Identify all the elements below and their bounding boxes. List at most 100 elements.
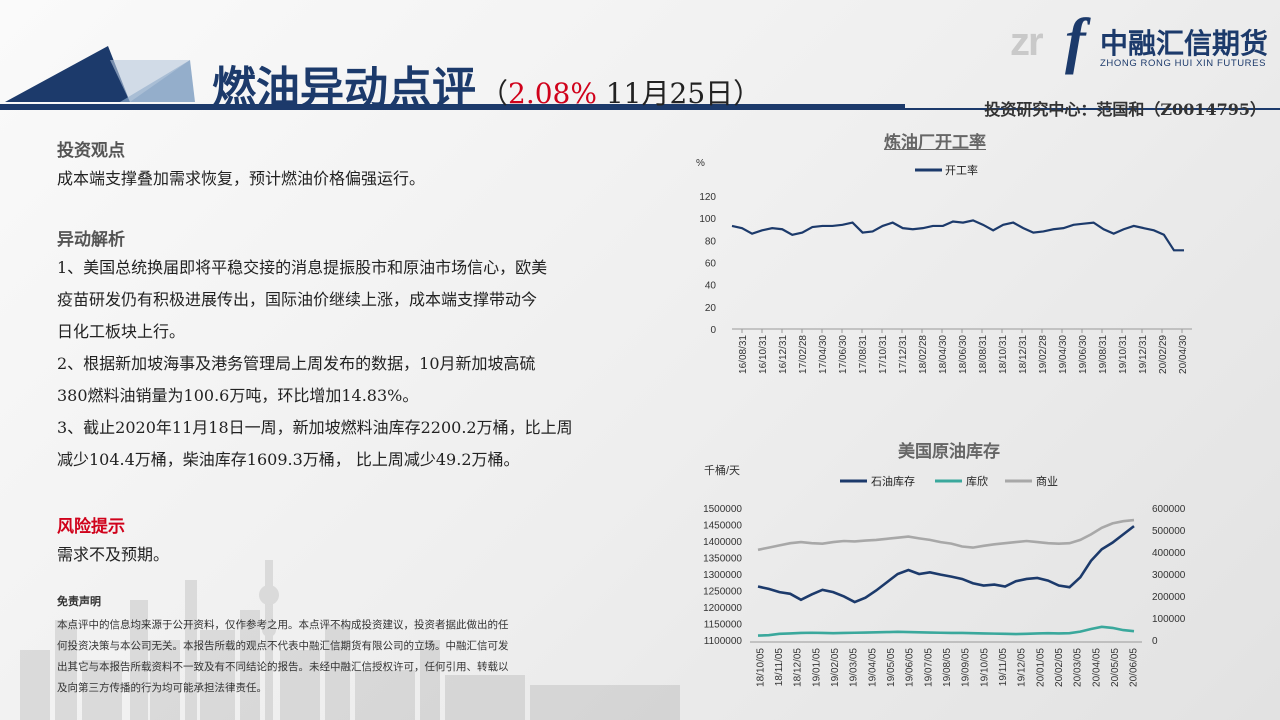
- x-tick-label: 18/02/28: [918, 335, 929, 374]
- x-tick-label: 17/12/31: [898, 335, 909, 374]
- x-tick-label: 20/02/29: [1158, 335, 1169, 374]
- analysis-line: 3、截止2020年11月18日一周，新加坡燃料油库存2200.2万桶，比上周: [57, 418, 573, 437]
- analysis-line: 日化工板块上行。: [57, 322, 186, 341]
- city-skyline-watermark: [20, 560, 680, 720]
- disclaimer-line: 何投资决策与本公司无关。本报告所载的观点不代表中融汇信期货有限公司的立场。中融汇…: [57, 640, 509, 652]
- subtitle-open-paren: （: [480, 77, 509, 110]
- y-tick-label-left: 1450000: [703, 521, 742, 532]
- disclaimer-line: 及向第三方传播的行为均可能承担法律责任。: [57, 682, 267, 694]
- y-tick-label-left: 1300000: [703, 570, 742, 581]
- y-axis-unit: 千桶/天: [704, 463, 740, 477]
- y-tick-label-left: 1400000: [703, 537, 742, 548]
- x-tick-label: 19/04/05: [867, 648, 878, 687]
- legend-label: 库欣: [966, 474, 988, 488]
- y-tick-label-left: 1150000: [704, 620, 743, 631]
- x-tick-label: 20/02/05: [1054, 648, 1065, 687]
- x-tick-label: 20/01/05: [1035, 648, 1046, 687]
- series-line: [757, 625, 1135, 637]
- disclaimer-body: 本点评中的信息均来源于公开资料，仅作参考之用。本点评不构成投资建议，投资者据此做…: [57, 615, 637, 699]
- x-tick-label: 19/12/05: [1017, 648, 1028, 687]
- y-tick-label-right: 600000: [1152, 504, 1186, 515]
- series-line-utilization: [731, 219, 1184, 252]
- header-triangle-decoration: [5, 46, 195, 102]
- subtitle-close-paren: ）: [733, 77, 762, 110]
- x-tick-label: 19/08/31: [1098, 335, 1109, 374]
- logo-mark-gray: zr: [1010, 20, 1044, 64]
- x-tick-label: 19/12/31: [1138, 335, 1149, 374]
- disclaimer-line: 出其它与本报告所载资料不一致及有不同结论的报告。未经中融汇信授权许可，任何引用、…: [57, 661, 509, 673]
- x-tick-label: 18/08/31: [978, 335, 989, 374]
- x-tick-label: 18/12/31: [1018, 335, 1029, 374]
- analysis-line: 380燃料油销量为100.6万吨，环比增加14.83%。: [57, 386, 419, 405]
- analysis-line: 2、根据新加坡海事及港务管理局上周发布的数据，10月新加坡高硫: [57, 354, 536, 373]
- x-tick-label: 20/04/30: [1178, 335, 1189, 374]
- x-tick-label: 17/02/28: [798, 335, 809, 374]
- logo-mark-f: f: [1065, 7, 1086, 75]
- y-tick-label-right: 300000: [1152, 570, 1186, 581]
- analysis-body: 1、美国总统换届即将平稳交接的消息提振股市和原油市场信心，欧美 疫苗研发仍有积极…: [57, 252, 647, 476]
- x-tick-label: 19/10/31: [1118, 335, 1129, 374]
- y-tick-label: 20: [705, 303, 717, 314]
- y-tick-label-left: 1200000: [703, 603, 742, 614]
- header-divider-bar: [0, 104, 905, 110]
- x-tick-label: 18/04/30: [938, 335, 949, 374]
- view-section-title: 投资观点: [57, 141, 125, 161]
- x-tick-label: 18/06/30: [958, 335, 969, 374]
- chart2-title: 美国原油库存: [898, 442, 1000, 462]
- y-tick-label-right: 100000: [1152, 614, 1186, 625]
- y-tick-label-right: 400000: [1152, 548, 1186, 559]
- x-tick-label: 19/10/05: [979, 648, 990, 687]
- page-title-suffix: （2.08% 11月25日）: [480, 77, 761, 110]
- y-tick-label-left: 1100000: [704, 636, 743, 647]
- legend-label: 石油库存: [871, 474, 915, 488]
- x-tick-label: 17/10/31: [878, 335, 889, 374]
- legend-label: 商业: [1036, 474, 1058, 488]
- x-tick-label: 19/06/05: [905, 648, 916, 687]
- legend-label: 开工率: [945, 163, 978, 177]
- risk-text: 需求不及预期。: [57, 545, 170, 564]
- x-tick-label: 19/11/05: [998, 648, 1009, 687]
- y-tick-label: 60: [705, 259, 717, 270]
- x-tick-label: 19/02/28: [1038, 335, 1049, 374]
- x-tick-label: 16/10/31: [758, 335, 769, 374]
- analysis-section-title: 异动解析: [57, 230, 125, 250]
- page-title: 燃油异动点评 （2.08% 11月25日）: [212, 52, 761, 116]
- x-tick-label: 20/03/05: [1073, 648, 1084, 687]
- page-title-text: 燃油异动点评: [212, 63, 476, 114]
- x-tick-label: 19/03/05: [849, 648, 860, 687]
- header-divider-thin: [905, 108, 1280, 110]
- y-tick-label: 100: [699, 214, 716, 225]
- analysis-line: 1、美国总统换届即将平稳交接的消息提振股市和原油市场信心，欧美: [57, 258, 548, 277]
- author-line: 投资研究中心：范国和（Z0014795）: [984, 100, 1266, 119]
- x-tick-label: 19/08/05: [942, 648, 953, 687]
- x-tick-label: 20/06/05: [1129, 648, 1140, 687]
- x-tick-label: 18/11/05: [774, 648, 785, 687]
- y-tick-label-right: 0: [1152, 636, 1158, 647]
- logo-name-en: ZHONG RONG HUI XIN FUTURES: [1100, 58, 1267, 69]
- x-tick-label: 19/05/05: [886, 648, 897, 687]
- x-tick-label: 18/10/05: [755, 648, 766, 687]
- x-tick-label: 17/08/31: [858, 335, 869, 374]
- y-tick-label-right: 200000: [1152, 592, 1186, 603]
- y-tick-label-left: 1350000: [703, 554, 742, 565]
- x-tick-label: 20/05/05: [1110, 648, 1121, 687]
- y-axis-unit: %: [696, 158, 705, 169]
- x-tick-label: 18/10/31: [998, 335, 1009, 374]
- x-tick-label: 17/04/30: [818, 335, 829, 374]
- x-tick-label: 20/04/05: [1091, 648, 1102, 687]
- series-line: [757, 518, 1135, 552]
- x-tick-label: 19/04/30: [1058, 335, 1069, 374]
- x-tick-label: 19/02/05: [830, 648, 841, 687]
- y-tick-label-left: 1250000: [703, 587, 742, 598]
- company-logo: zr f 中融汇信期货 ZHONG RONG HUI XIN FUTURES: [1010, 7, 1272, 75]
- logo-name-cn: 中融汇信期货: [1100, 27, 1269, 60]
- commentary-panel: 投资观点 成本端支撑叠加需求恢复，预计燃油价格偏强运行。 异动解析 1、美国总统…: [57, 136, 647, 699]
- analysis-line: 减少104.4万桶，柴油库存1609.3万桶， 比上周减少49.2万桶。: [57, 450, 520, 469]
- report-date: 11月25日: [596, 77, 734, 110]
- chart1-title: 炼油厂开工率: [884, 133, 986, 153]
- refinery-utilization-chart: % 开工率 0 20 40 60 80 100 120 16/08/31 16/10/31 16/12…: [696, 158, 1192, 374]
- x-tick-label: 16/12/31: [778, 335, 789, 374]
- y-tick-label: 0: [710, 325, 716, 336]
